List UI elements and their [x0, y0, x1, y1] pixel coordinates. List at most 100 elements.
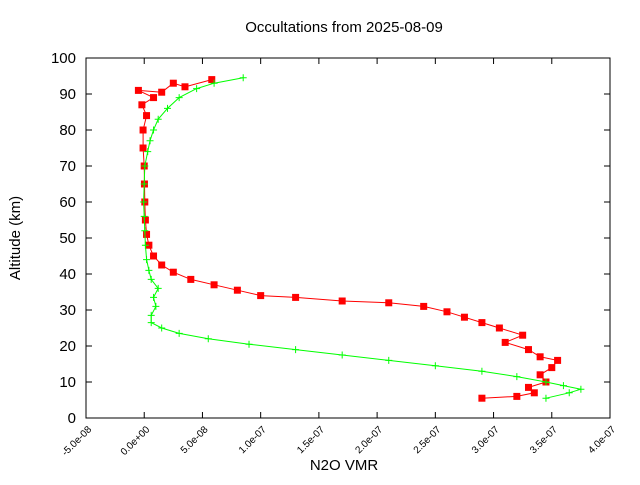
chart-title: Occultations from 2025-08-09: [245, 19, 443, 36]
y-axis-label: Altitude (km): [7, 196, 24, 280]
data-point: [245, 340, 253, 348]
data-point: [542, 394, 550, 402]
x-tick-label: 2.0e-07: [353, 424, 385, 456]
y-tick-label: 90: [59, 86, 76, 103]
y-tick-label: 10: [59, 374, 76, 391]
data-point: [208, 76, 216, 84]
data-point: [554, 356, 562, 364]
data-point: [139, 144, 147, 152]
data-point: [141, 227, 149, 235]
series-1: [134, 76, 562, 402]
data-point: [524, 346, 532, 354]
series-2: [140, 74, 585, 402]
data-point: [175, 94, 183, 102]
data-point: [146, 137, 154, 145]
series-2-line: [143, 77, 582, 399]
x-tick-label: 1.5e-07: [295, 424, 327, 456]
data-point: [239, 74, 247, 82]
data-point: [152, 302, 160, 310]
y-tick-label: 0: [68, 410, 76, 427]
data-point: [460, 313, 468, 321]
y-tick-label: 70: [59, 158, 76, 175]
data-point: [524, 383, 532, 391]
data-point: [210, 79, 218, 87]
y-tick-label: 20: [59, 338, 76, 355]
x-tick-label: 4.0e-07: [586, 424, 618, 456]
data-point: [147, 319, 155, 327]
data-point: [257, 292, 265, 300]
data-point: [181, 83, 189, 91]
x-axis-label: N2O VMR: [310, 457, 379, 474]
data-point: [420, 302, 428, 310]
data-point: [150, 293, 158, 301]
data-point: [169, 268, 177, 276]
data-point: [138, 101, 146, 109]
data-point: [530, 389, 538, 397]
x-tick-label: -5.0e-08: [60, 424, 94, 458]
data-point: [144, 148, 152, 156]
data-point: [565, 389, 573, 397]
data-point: [193, 85, 201, 93]
data-point: [164, 104, 172, 112]
data-point: [140, 212, 148, 220]
data-point: [501, 338, 509, 346]
data-point: [478, 367, 486, 375]
data-point: [292, 293, 300, 301]
y-tick-label: 50: [59, 230, 76, 247]
data-point: [139, 126, 147, 134]
y-axis: 0 10 20 30 40 50 60 70 80 90 100: [51, 50, 610, 427]
y-tick-label: 100: [51, 50, 76, 67]
data-point: [150, 126, 158, 134]
x-tick-label: 1.0e-07: [237, 424, 269, 456]
y-tick-label: 60: [59, 194, 76, 211]
data-point: [143, 256, 151, 264]
x-tick-label: 5.0e-08: [179, 424, 211, 456]
data-point: [210, 281, 218, 289]
x-tick-label: 3.5e-07: [528, 424, 560, 456]
x-tick-label: 2.5e-07: [412, 424, 444, 456]
data-point: [145, 266, 153, 274]
data-point: [141, 241, 149, 249]
data-point: [154, 284, 162, 292]
y-tick-label: 30: [59, 302, 76, 319]
data-point: [385, 356, 393, 364]
data-point: [134, 86, 142, 94]
data-point: [513, 373, 521, 381]
data-point: [158, 88, 166, 96]
data-point: [443, 308, 451, 316]
data-point: [150, 252, 158, 260]
y-tick-label: 80: [59, 122, 76, 139]
x-tick-label: 0.0e+00: [119, 424, 153, 458]
data-point: [292, 346, 300, 354]
data-point: [141, 162, 149, 170]
data-point: [154, 115, 162, 123]
data-point: [548, 364, 556, 372]
series-1-line: [138, 79, 559, 399]
data-point: [158, 324, 166, 332]
data-point: [143, 112, 151, 120]
data-point: [478, 319, 486, 327]
data-point: [175, 329, 183, 337]
data-point: [187, 275, 195, 283]
data-point: [141, 216, 149, 224]
data-point: [513, 392, 521, 400]
data-point: [169, 79, 177, 87]
data-point: [519, 331, 527, 339]
x-tick-label: 3.0e-07: [470, 424, 502, 456]
data-point: [140, 180, 148, 188]
data-point: [385, 299, 393, 307]
data-point: [559, 382, 567, 390]
plot-area: [134, 74, 585, 402]
data-point: [338, 297, 346, 305]
data-point: [158, 261, 166, 269]
data-point: [431, 362, 439, 370]
data-point: [150, 94, 158, 102]
data-point: [542, 378, 550, 386]
data-point: [143, 230, 151, 238]
data-point: [338, 351, 346, 359]
data-point: [147, 275, 155, 283]
data-point: [536, 353, 544, 361]
y-tick-label: 40: [59, 266, 76, 283]
